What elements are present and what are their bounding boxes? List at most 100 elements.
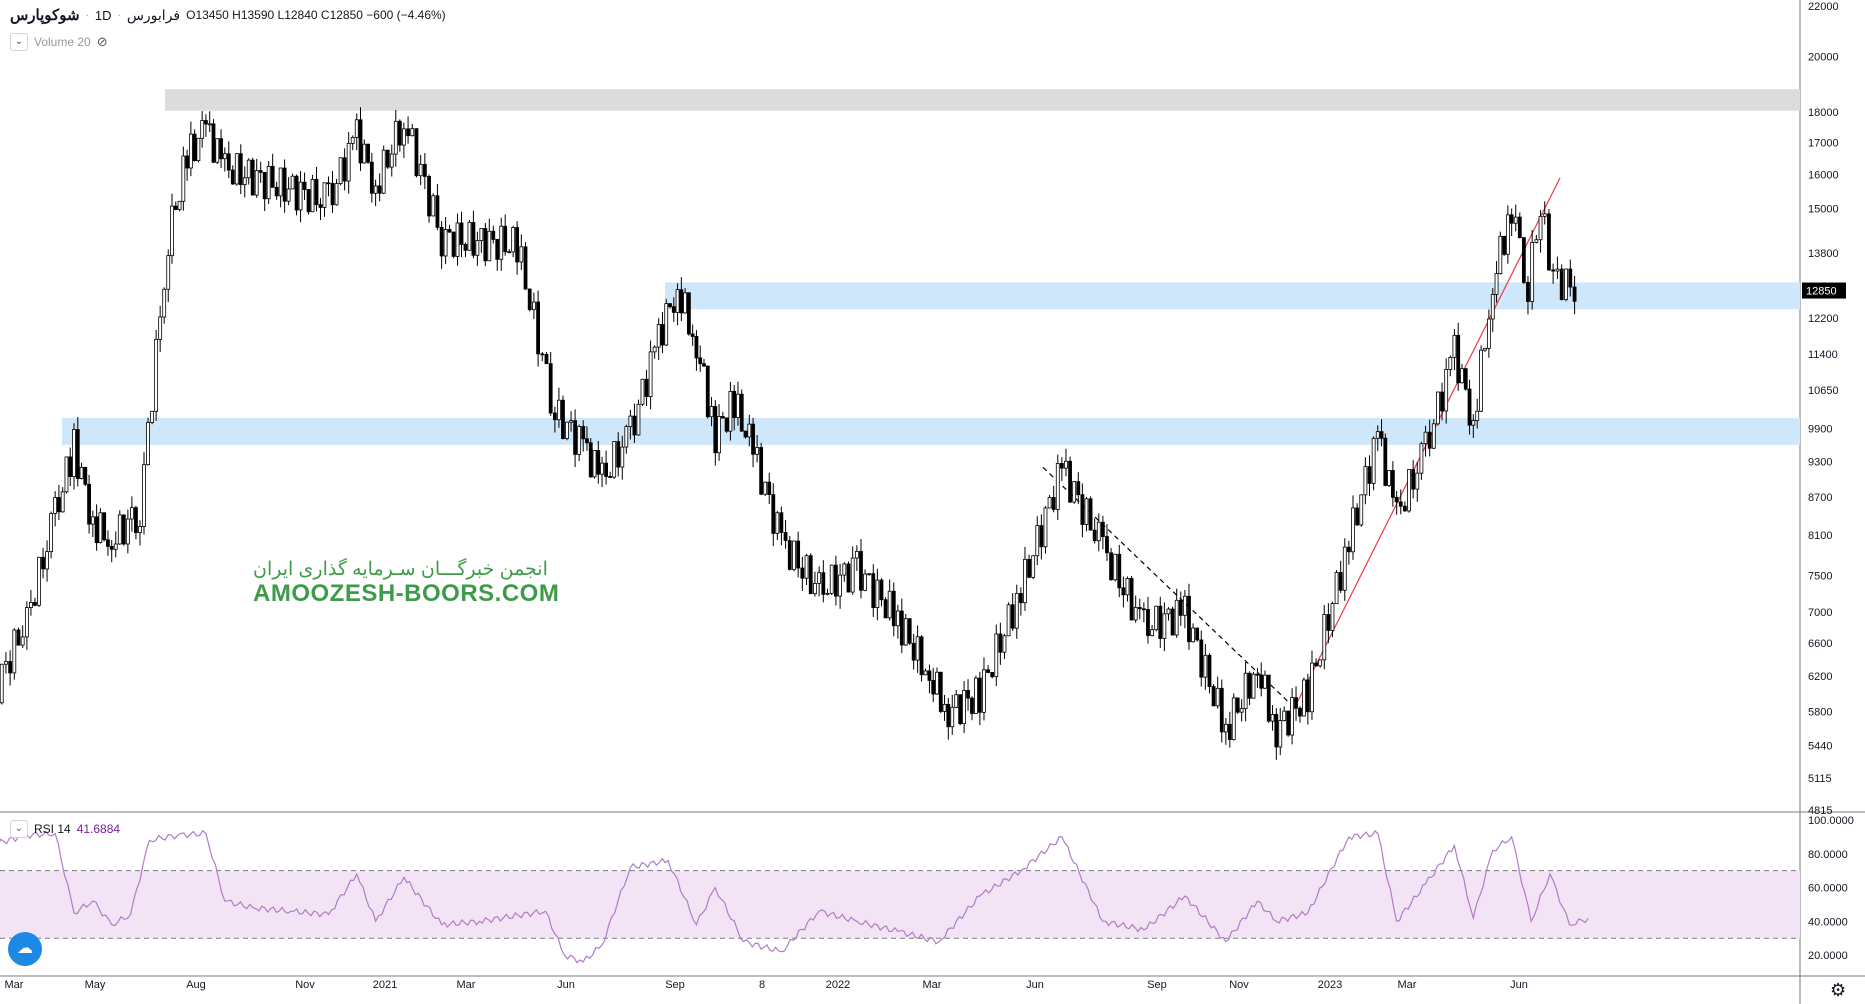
candle-body[interactable] — [1298, 707, 1302, 717]
candle-body[interactable] — [1486, 318, 1491, 349]
candle-body[interactable] — [883, 599, 888, 619]
candle-body[interactable] — [150, 410, 154, 423]
candle-body[interactable] — [1290, 697, 1294, 736]
candle-body[interactable] — [767, 481, 772, 495]
candle-body[interactable] — [717, 416, 721, 454]
candle-body[interactable] — [94, 516, 99, 544]
candle-body[interactable] — [675, 289, 680, 313]
candle-body[interactable] — [242, 177, 247, 186]
candle-body[interactable] — [817, 572, 822, 584]
candle-body[interactable] — [200, 120, 205, 139]
candle-body[interactable] — [366, 143, 370, 163]
candle-body[interactable] — [935, 671, 939, 695]
candle-body[interactable] — [1367, 466, 1372, 484]
candle-body[interactable] — [867, 573, 872, 576]
candle-body[interactable] — [552, 412, 557, 421]
candle-body[interactable] — [1162, 613, 1167, 639]
candle-body[interactable] — [1572, 286, 1577, 302]
candle-body[interactable] — [12, 629, 17, 674]
candle-body[interactable] — [1286, 710, 1291, 736]
candle-body[interactable] — [612, 441, 617, 478]
candle-body[interactable] — [1318, 659, 1323, 667]
candle-body[interactable] — [113, 543, 118, 550]
candle-body[interactable] — [702, 363, 706, 367]
candle-body[interactable] — [196, 137, 201, 162]
candle-body[interactable] — [1035, 525, 1040, 557]
candle-body[interactable] — [158, 316, 163, 340]
candle-body[interactable] — [759, 447, 764, 495]
candle-body[interactable] — [808, 555, 813, 595]
candle-body[interactable] — [443, 229, 448, 257]
candle-body[interactable] — [381, 149, 386, 194]
candle-body[interactable] — [863, 573, 867, 591]
zone-support-lower[interactable] — [62, 417, 1800, 445]
candle-body[interactable] — [346, 142, 351, 182]
candle-body[interactable] — [946, 703, 951, 728]
tradingview-logo-icon[interactable]: ☁ — [8, 932, 42, 966]
zone-resistance[interactable] — [165, 89, 1800, 111]
candle-body[interactable] — [45, 551, 49, 570]
candle-body[interactable] — [604, 462, 609, 477]
candle-body[interactable] — [903, 618, 908, 646]
candle-body[interactable] — [1182, 595, 1187, 616]
candle-body[interactable] — [342, 157, 347, 182]
candle-body[interactable] — [20, 636, 25, 646]
candle-body[interactable] — [41, 556, 45, 570]
candle-body[interactable] — [527, 288, 532, 311]
candle-body[interactable] — [1403, 505, 1407, 512]
candle-body[interactable] — [850, 557, 855, 593]
candle-body[interactable] — [258, 170, 263, 173]
candle-body[interactable] — [102, 512, 107, 541]
candle-body[interactable] — [1187, 595, 1191, 643]
candle-body[interactable] — [743, 430, 748, 438]
candle-body[interactable] — [1444, 369, 1449, 412]
candle-body[interactable] — [125, 518, 130, 545]
candle-body[interactable] — [1322, 614, 1327, 661]
candle-body[interactable] — [439, 226, 444, 257]
candle-body[interactable] — [146, 422, 150, 466]
candle-body[interactable] — [720, 416, 725, 419]
candle-body[interactable] — [414, 128, 419, 177]
candle-body[interactable] — [1211, 686, 1216, 707]
candle-body[interactable] — [1023, 558, 1027, 604]
candle-body[interactable] — [173, 205, 178, 210]
candle-body[interactable] — [318, 204, 323, 208]
candle-body[interactable] — [565, 421, 569, 439]
candle-body[interactable] — [544, 353, 549, 365]
candle-body[interactable] — [1302, 679, 1306, 717]
candle-body[interactable] — [644, 378, 649, 398]
candle-body[interactable] — [671, 306, 676, 313]
candle-body[interactable] — [1346, 546, 1351, 553]
candle-body[interactable] — [977, 677, 982, 713]
candle-body[interactable] — [1039, 525, 1044, 548]
candle-body[interactable] — [569, 420, 573, 423]
candle-body[interactable] — [652, 346, 657, 353]
candle-body[interactable] — [1282, 710, 1287, 721]
candle-body[interactable] — [1207, 654, 1212, 687]
candle-body[interactable] — [121, 514, 126, 545]
candle-body[interactable] — [859, 551, 863, 591]
candle-body[interactable] — [1436, 391, 1440, 425]
candle-body[interactable] — [1150, 629, 1154, 636]
candle-body[interactable] — [747, 423, 752, 438]
candle-body[interactable] — [33, 602, 37, 606]
candle-body[interactable] — [1490, 294, 1495, 320]
candle-body[interactable] — [1483, 347, 1487, 351]
candle-body[interactable] — [290, 175, 295, 190]
candle-body[interactable] — [1072, 481, 1077, 503]
candle-body[interactable] — [1431, 423, 1436, 449]
candle-body[interactable] — [192, 133, 197, 162]
candle-body[interactable] — [207, 123, 212, 126]
candle-body[interactable] — [1415, 472, 1420, 490]
candle-body[interactable] — [986, 669, 990, 673]
candle-body[interactable] — [1084, 498, 1089, 525]
candle-body[interactable] — [1390, 470, 1395, 498]
candle-body[interactable] — [1534, 239, 1539, 243]
candle-body[interactable] — [1174, 599, 1179, 636]
candle-body[interactable] — [1231, 697, 1236, 740]
candle-body[interactable] — [262, 171, 267, 200]
candle-body[interactable] — [1314, 662, 1318, 667]
candle-body[interactable] — [1191, 627, 1195, 643]
candle-body[interactable] — [523, 246, 528, 290]
